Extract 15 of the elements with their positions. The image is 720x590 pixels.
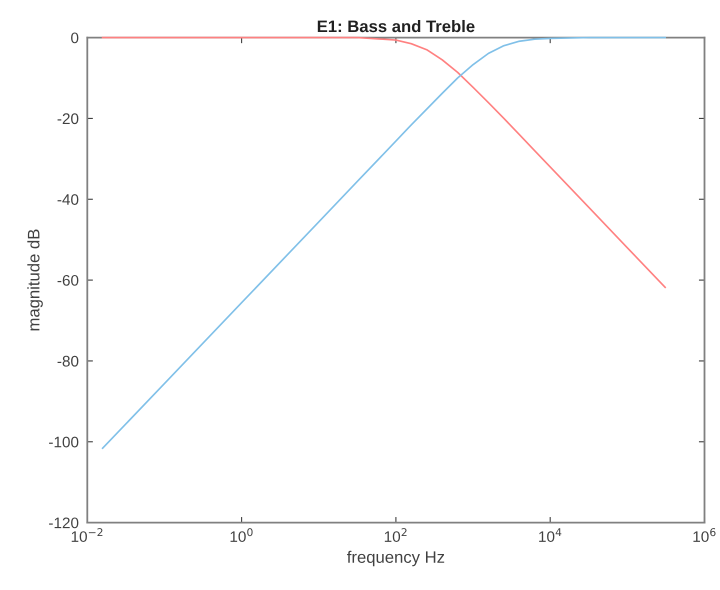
x-axis-title: frequency Hz — [347, 550, 444, 566]
y-tick-label: -40 — [58, 194, 78, 205]
y-tick-label: -20 — [58, 113, 78, 124]
y-tick-label: -80 — [58, 356, 78, 367]
y-tick-label: 0 — [71, 32, 78, 44]
chart-title: E1: Bass and Treble — [318, 20, 475, 32]
x-tick-label: 10$^{0}$ — [230, 528, 253, 542]
x-tick-label: 10$^{4}$ — [539, 528, 562, 542]
y-axis-title: magnitude dB — [27, 230, 43, 330]
y-tick-label: -120 — [49, 517, 78, 528]
y-tick-label: -60 — [58, 274, 78, 286]
x-tick-label: 10$^{6}$ — [693, 528, 716, 542]
x-tick-label: 10$^{2}$ — [384, 528, 407, 542]
y-tick-label: -100 — [49, 436, 78, 448]
x-tick-label: 10$^{−2}$ — [72, 528, 102, 542]
